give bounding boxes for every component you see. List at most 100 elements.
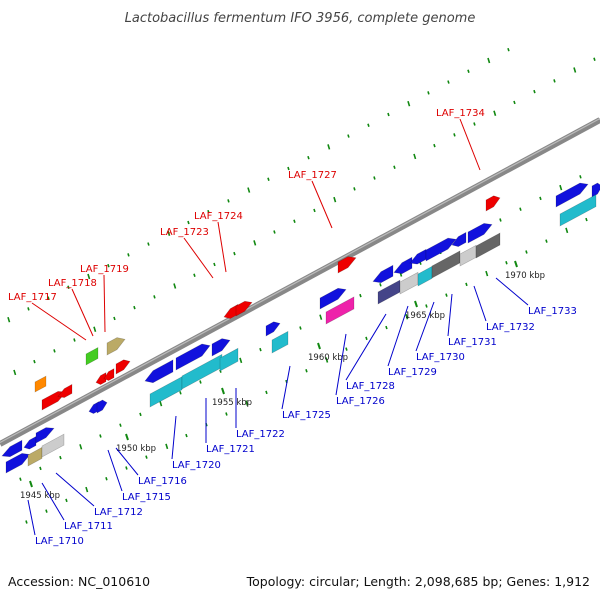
tick-mark [213,262,216,267]
tick-mark [145,455,148,459]
backbone-highlight [0,117,600,444]
tick-mark [579,175,582,179]
tick-mark [445,293,448,297]
tick-mark [519,207,522,211]
gene-label-top: LAF_1718 [48,278,97,289]
scale-label: 1960 kbp [308,353,348,363]
gene-label-bottom: LAF_1733 [528,306,577,317]
leader-line-top [459,118,481,171]
leader-line-bottom [27,499,36,536]
scale-labels: 1945 kbp 1950 kbp 1955 kbp 1960 kbp 1965 kbp… [20,260,545,501]
cyan-gene-feature [271,330,289,354]
leader-line-top [103,274,106,333]
tick-mark [467,69,470,74]
tick-mark [273,230,276,234]
tick-mark [199,380,202,384]
tick-mark [447,80,450,84]
navy-gene-feature [377,279,401,305]
tick-mark [293,219,296,223]
magenta-gene-feature [325,296,355,325]
tick-mark [27,307,30,311]
tick-mark [47,296,50,300]
tick-mark [505,261,508,265]
leader-line-top [311,180,333,229]
tick-mark [359,293,362,298]
tick-mark [187,220,190,225]
tick-mark [313,208,316,213]
tick-mark [287,166,290,171]
leader-line-bottom [335,333,347,396]
gene-label-top: LAF_1719 [80,264,129,275]
leader-line-bottom [473,285,487,322]
gene-label-bottom: LAF_1712 [94,507,143,518]
leader-line-bottom [55,472,95,507]
tick-mark [33,359,36,364]
blue-gene-feature [175,343,211,371]
tick-mark [19,477,22,481]
tick-mark [585,217,588,222]
tick-mark [387,112,390,117]
tick-mark [125,466,128,470]
tick-mark [413,153,417,160]
tick-mark [107,263,110,268]
light_gray-gene-feature [399,271,419,295]
tick-mark [473,122,476,126]
tick-mark [485,270,489,277]
tick-mark [165,443,169,450]
gene-labels: LAF_1717 LAF_1718 LAF_1719 LAF_1723 LAF_1724… [8,108,577,547]
leader-line-bottom [387,305,409,367]
gene-label-bottom: LAF_1721 [206,444,255,455]
tick-mark [7,316,11,323]
tick-mark [365,336,368,341]
tick-mark [253,240,257,246]
blue-gene-feature [372,264,394,284]
tick-mark [333,196,337,203]
tick-mark [93,326,97,332]
cyan-gene-feature [219,347,239,372]
light_gray-gene-feature [459,244,477,267]
tick-mark [25,520,28,524]
tick-mark [373,176,376,180]
gene-label-bottom: LAF_1731 [448,337,497,348]
tick-mark [225,412,228,416]
blue-gene-feature [88,401,100,414]
scale-label: 1945 kbp [20,491,60,501]
tick-mark [39,466,42,471]
gene-label-bottom: LAF_1710 [35,536,84,547]
tick-mark [173,283,177,289]
gene-label-top: LAF_1723 [160,227,209,238]
tick-mark [167,230,171,237]
tick-mark [245,400,249,406]
leader-line-top [183,237,214,279]
tick-mark [233,251,236,256]
leader-line-bottom [107,449,123,492]
red-gene-feature [235,300,253,317]
tick-mark [507,47,510,52]
tick-mark [559,184,563,191]
gene-label-bottom: LAF_1730 [416,352,465,363]
tick-mark [499,218,502,222]
tick-mark [545,239,548,243]
topology-summary: Topology: circular; Length: 2,098,685 bp… [246,574,590,589]
leader-line-bottom [447,293,453,337]
tick-mark [45,509,48,513]
gene-label-bottom: LAF_1728 [346,381,395,392]
tick-mark [367,123,370,128]
olive-gene-feature [27,446,43,467]
tick-mark [139,412,142,417]
tick-mark [307,155,310,160]
leader-line-bottom [41,482,65,521]
blue-gene-feature [211,338,231,357]
leader-line-bottom [281,365,291,410]
tick-mark [345,347,348,351]
tick-mark [119,423,122,427]
tick-mark [247,187,251,193]
blue-gene-feature [5,453,31,474]
blue-gene-feature [23,435,37,450]
tick-mark [73,338,76,342]
leader-line-bottom [345,313,387,381]
leader-line-bottom [415,301,435,352]
scale-tick [29,480,33,488]
blue-gene-feature [1,439,23,458]
